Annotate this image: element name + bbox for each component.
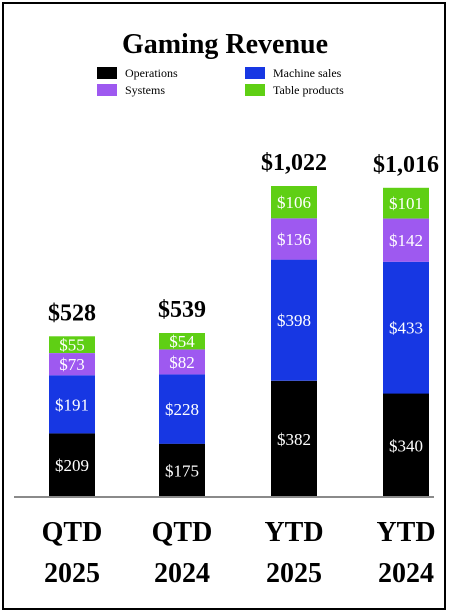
bar-segment-operations-0 <box>49 433 95 497</box>
data-label-operations-1: $175 <box>165 461 199 480</box>
data-label-operations-3: $340 <box>389 436 423 455</box>
legend-label-systems: Systems <box>125 83 165 97</box>
bar-segment-systems-2 <box>271 218 317 260</box>
bar-segment-operations-2 <box>271 380 317 497</box>
data-label-table-products-0: $55 <box>59 336 85 355</box>
x-tick-label-0-1: 2025 <box>44 558 100 589</box>
legend-swatch-operations <box>97 67 117 79</box>
bar-segment-systems-3 <box>383 218 429 262</box>
legend-swatch-systems <box>97 84 117 96</box>
bar-segment-table-products-0 <box>49 336 95 353</box>
bar-segment-machine-sales-3 <box>383 261 429 394</box>
legend-swatch-table-products <box>245 84 265 96</box>
data-label-table-products-1: $54 <box>169 332 195 351</box>
legend-label-machine-sales: Machine sales <box>273 66 342 80</box>
legend-swatch-machine-sales <box>245 67 265 79</box>
bar-segment-machine-sales-1 <box>159 374 205 444</box>
bar-segment-machine-sales-2 <box>271 259 317 381</box>
x-axis-labels: QTD 2025 QTD 2024 YTD 2025 YTD 2024 <box>42 517 436 589</box>
data-label-machine-sales-2: $398 <box>277 311 311 330</box>
bar-segment-systems-1 <box>159 349 205 375</box>
data-label-table-products-2: $106 <box>277 193 311 212</box>
legend: Operations Machine sales Systems Table prod… <box>97 66 344 97</box>
bar-segment-machine-sales-0 <box>49 375 95 434</box>
data-label-operations-0: $209 <box>55 456 89 475</box>
x-tick-label-1-1: 2024 <box>154 558 210 589</box>
total-label-2: $1,022 <box>261 150 327 176</box>
legend-label-operations: Operations <box>125 66 178 80</box>
bar-segment-table-products-3 <box>383 187 429 219</box>
x-tick-label-1-0: QTD <box>152 517 213 548</box>
legend-label-table-products: Table products <box>273 83 344 97</box>
bar-segment-systems-0 <box>49 353 95 376</box>
data-label-operations-2: $382 <box>277 430 311 449</box>
chart-title: Gaming Revenue <box>122 29 328 60</box>
data-label-systems-1: $82 <box>169 353 195 372</box>
bar-segment-table-products-2 <box>271 186 317 219</box>
x-tick-label-2-1: 2025 <box>266 558 322 589</box>
data-label-machine-sales-3: $433 <box>389 319 423 338</box>
bar-segment-operations-1 <box>159 443 205 497</box>
data-label-machine-sales-1: $228 <box>165 400 199 419</box>
data-label-systems-3: $142 <box>389 231 423 250</box>
chart-frame <box>2 2 446 610</box>
x-tick-label-3-1: 2024 <box>378 558 434 589</box>
total-label-1: $539 <box>158 297 206 323</box>
data-label-systems-2: $136 <box>277 230 311 249</box>
total-label-3: $1,016 <box>373 152 439 178</box>
x-tick-label-3-0: YTD <box>376 517 435 548</box>
bar-segment-operations-3 <box>383 393 429 497</box>
data-label-systems-0: $73 <box>59 355 85 374</box>
bars: $209 $191 $73$55 $528 $175 $228 $82 $54 $539 $382… <box>48 150 439 497</box>
data-label-machine-sales-0: $191 <box>55 395 89 414</box>
total-label-0: $528 <box>48 300 96 326</box>
x-tick-label-2-0: YTD <box>264 517 323 548</box>
bar-segment-table-products-1 <box>159 333 205 350</box>
x-tick-label-0-0: QTD <box>42 517 103 548</box>
data-label-table-products-3: $101 <box>389 194 423 213</box>
